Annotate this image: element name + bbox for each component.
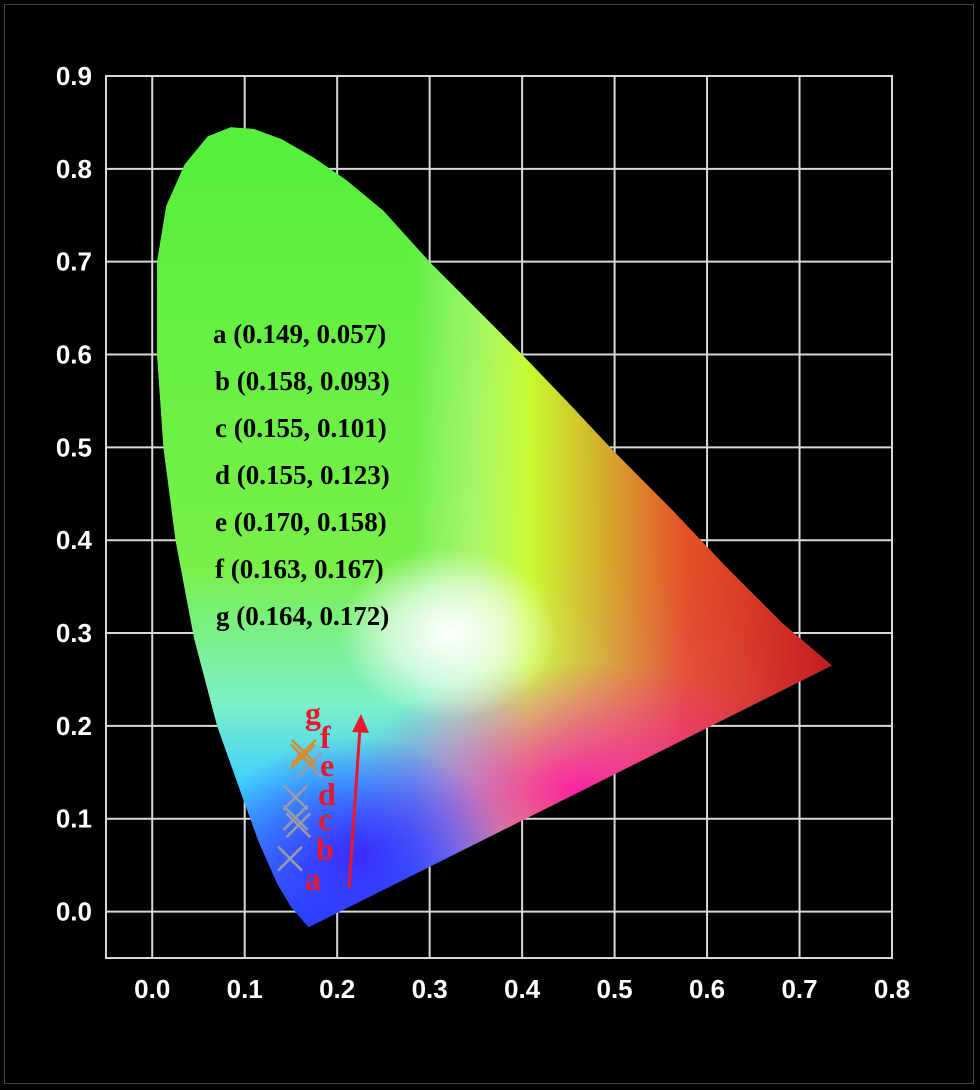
- y-tick-label: 0.8: [56, 154, 92, 184]
- marker-a: [277, 845, 303, 872]
- coordinate-label-c: c (0.155, 0.101): [215, 413, 387, 443]
- coordinate-list: a (0.149, 0.057) b (0.158, 0.093) c (0.155…: [213, 319, 390, 631]
- x-tick-label: 0.0: [134, 974, 170, 1004]
- chart-frame: [4, 4, 974, 1084]
- point-label-d: d: [318, 776, 336, 812]
- axis-ticks: 0.0 0.1 0.2 0.3 0.4 0.5 0.6 0.7 0.8 0.0 0.1 0.2 0.3 0…: [56, 61, 910, 1004]
- x-tick-label: 0.4: [504, 974, 541, 1004]
- y-tick-label: 0.1: [56, 804, 92, 834]
- coordinate-label-d: d (0.155, 0.123): [215, 460, 390, 490]
- y-tick-label: 0.9: [56, 61, 92, 91]
- y-tick-label: 0.7: [56, 247, 92, 277]
- spectral-locus: [156, 127, 832, 928]
- point-label-e: e: [320, 747, 334, 783]
- x-tick-label: 0.1: [227, 974, 263, 1004]
- coordinate-label-g: g (0.164, 0.172): [216, 601, 389, 631]
- point-label-a: a: [305, 861, 321, 897]
- y-tick-label: 0.5: [56, 432, 92, 462]
- marker-b: [285, 812, 312, 839]
- coordinate-label-a: a (0.149, 0.057): [213, 319, 386, 349]
- white-point-region: [338, 548, 559, 719]
- point-label-c: c: [318, 801, 332, 837]
- y-tick-label: 0.4: [56, 525, 93, 555]
- marker-c: [282, 804, 309, 831]
- coordinate-label-b: b (0.158, 0.093): [215, 366, 390, 396]
- y-tick-label: 0.6: [56, 340, 92, 370]
- marker-d: [282, 784, 309, 811]
- point-label-g: g: [305, 695, 321, 731]
- y-tick-label: 0.2: [56, 711, 92, 741]
- coordinate-label-e: e (0.170, 0.158): [215, 507, 387, 537]
- trend-arrow: [347, 714, 369, 889]
- y-tick-label: 0.3: [56, 618, 92, 648]
- arrow-shaft: [347, 727, 362, 889]
- y-tick-label: 0.0: [56, 897, 92, 927]
- arrow-head: [352, 714, 369, 733]
- coordinate-label-f: f (0.163, 0.167): [215, 554, 384, 584]
- x-tick-label: 0.3: [412, 974, 448, 1004]
- point-label-b: b: [316, 831, 334, 867]
- x-tick-label: 0.6: [689, 974, 725, 1004]
- marker-g: [291, 739, 317, 765]
- point-label-f: f: [320, 719, 331, 755]
- x-tick-label: 0.7: [781, 974, 817, 1004]
- x-tick-label: 0.5: [597, 974, 633, 1004]
- x-tick-label: 0.2: [319, 974, 355, 1004]
- marker-f: [290, 743, 316, 770]
- x-tick-label: 0.8: [874, 974, 910, 1004]
